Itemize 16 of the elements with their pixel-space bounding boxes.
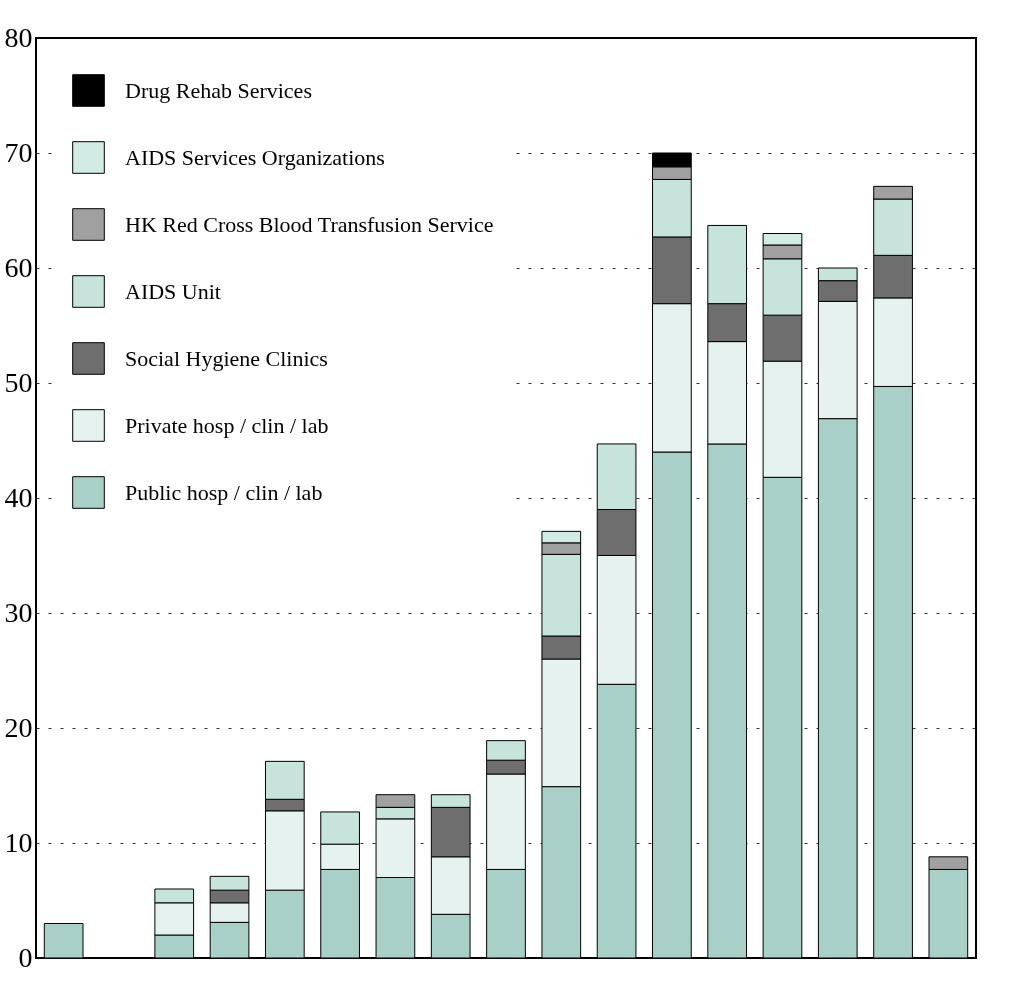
legend-label: Drug Rehab Services	[125, 77, 312, 103]
legend-label: Public hosp / clin / lab	[125, 479, 323, 505]
y-tick-label: 30	[4, 596, 33, 628]
y-tick-label: 50	[4, 366, 33, 398]
y-tick-label: 20	[4, 711, 33, 743]
y-tick-label: 70	[4, 136, 33, 168]
y-tick-label: 60	[4, 251, 33, 283]
legend-label: HK Red Cross Blood Transfusion Service	[125, 211, 494, 237]
y-tick-label: 0	[18, 941, 33, 973]
legend-label: AIDS Unit	[125, 278, 221, 304]
legend-label: AIDS Services Organizations	[125, 144, 385, 170]
legend-label: Social Hygiene Clinics	[125, 345, 328, 371]
legend-label: Private hosp / clin / lab	[125, 412, 329, 438]
y-tick-label: 10	[4, 826, 33, 858]
y-tick-label: 80	[4, 21, 33, 53]
y-tick-label: 40	[4, 481, 33, 513]
